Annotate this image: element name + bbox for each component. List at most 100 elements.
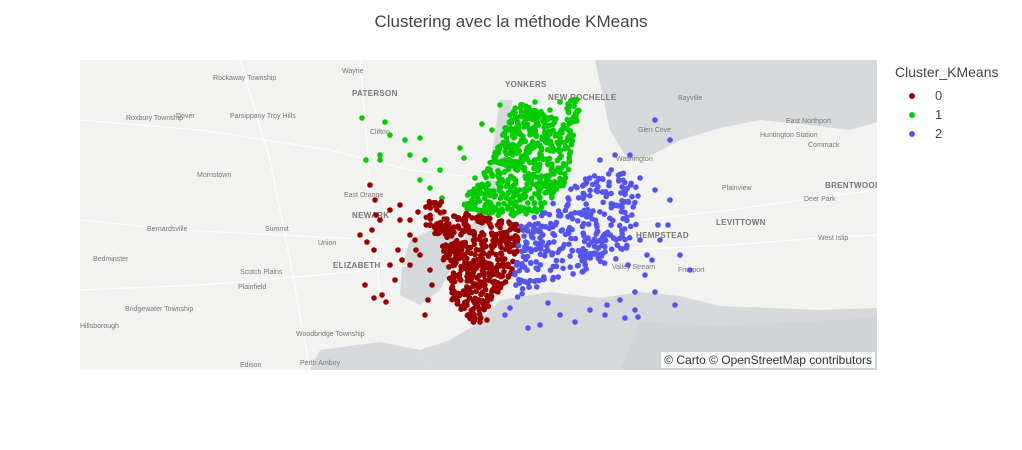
cluster-point bbox=[513, 187, 520, 194]
cluster-point bbox=[513, 262, 520, 268]
cluster-point bbox=[637, 175, 643, 181]
legend-marker-2 bbox=[909, 130, 915, 137]
cluster-point bbox=[472, 315, 478, 321]
cluster-point bbox=[477, 319, 483, 325]
place-label: Valley Stream bbox=[612, 264, 655, 271]
cluster-point bbox=[532, 191, 538, 197]
cluster-point bbox=[569, 216, 576, 222]
cluster-point bbox=[472, 236, 479, 243]
cluster-point bbox=[422, 157, 428, 163]
cluster-point bbox=[565, 101, 571, 107]
cluster-point bbox=[531, 214, 537, 221]
cluster-point bbox=[417, 177, 423, 183]
cluster-point bbox=[495, 201, 502, 207]
cluster-point bbox=[464, 260, 470, 267]
cluster-point bbox=[402, 137, 408, 143]
cluster-point bbox=[567, 264, 573, 270]
place-label: Wayne bbox=[342, 68, 364, 75]
cluster-point bbox=[519, 290, 525, 297]
cluster-point bbox=[619, 184, 625, 190]
cluster-point bbox=[610, 202, 617, 209]
cluster-point bbox=[553, 263, 560, 270]
cluster-point bbox=[499, 132, 506, 138]
cluster-point bbox=[537, 322, 543, 328]
cluster-point bbox=[476, 272, 483, 279]
cluster-point bbox=[505, 273, 512, 279]
legend-item-2[interactable]: 2 bbox=[895, 124, 999, 143]
cluster-point bbox=[472, 215, 479, 221]
cluster-point bbox=[508, 125, 514, 132]
cluster-point bbox=[566, 241, 572, 247]
cluster-point bbox=[520, 133, 526, 140]
cluster-point bbox=[537, 177, 544, 183]
cluster-point bbox=[550, 145, 556, 151]
cluster-point bbox=[443, 252, 450, 258]
cluster-point bbox=[600, 199, 606, 206]
cluster-point bbox=[518, 277, 525, 284]
cluster-point bbox=[587, 192, 593, 199]
cluster-point bbox=[519, 261, 525, 267]
cluster-point bbox=[617, 297, 623, 303]
place-label: Bayville bbox=[678, 95, 702, 102]
raritan-bay bbox=[310, 342, 430, 370]
cluster-point bbox=[517, 140, 523, 147]
cluster-point bbox=[501, 161, 508, 167]
cluster-point bbox=[613, 256, 619, 262]
cluster-point bbox=[373, 212, 379, 218]
cluster-point bbox=[518, 102, 524, 108]
cluster-point bbox=[594, 224, 600, 230]
cluster-point bbox=[536, 162, 542, 169]
cluster-point bbox=[545, 247, 551, 254]
cluster-point bbox=[508, 235, 515, 241]
cluster-point bbox=[518, 223, 524, 230]
map-panel[interactable]: Wayne Rockaway Township PATERSON YONKERS NEW… bbox=[80, 60, 877, 370]
cluster-point bbox=[548, 167, 554, 173]
cluster-point bbox=[504, 245, 510, 252]
cluster-point bbox=[597, 157, 603, 163]
cluster-point bbox=[492, 192, 499, 198]
cluster-point bbox=[567, 131, 573, 137]
cluster-point bbox=[533, 265, 540, 271]
cluster-point bbox=[544, 146, 551, 153]
place-label: East Orange bbox=[344, 192, 383, 199]
cluster-point bbox=[501, 200, 507, 207]
cluster-point bbox=[506, 161, 512, 167]
cluster-point bbox=[585, 221, 592, 227]
cluster-points bbox=[357, 96, 693, 331]
cluster-point bbox=[441, 209, 447, 215]
legend-item-1[interactable]: 1 bbox=[895, 105, 999, 124]
cluster-point bbox=[540, 156, 547, 162]
cluster-point bbox=[377, 152, 383, 158]
cluster-point bbox=[587, 187, 593, 194]
cluster-point bbox=[438, 199, 445, 205]
cluster-point bbox=[441, 248, 447, 254]
cluster-point bbox=[574, 263, 581, 269]
cluster-point bbox=[569, 97, 575, 104]
cluster-point bbox=[467, 244, 474, 251]
cluster-point bbox=[417, 135, 423, 141]
cluster-point bbox=[417, 252, 423, 258]
cluster-point bbox=[549, 195, 555, 201]
cluster-point bbox=[422, 312, 428, 318]
cluster-point bbox=[602, 312, 608, 318]
chart-title: Clustering avec la méthode KMeans bbox=[374, 12, 648, 31]
place-label: Summit bbox=[265, 226, 289, 233]
cluster-point bbox=[527, 246, 534, 252]
cluster-point bbox=[543, 183, 549, 189]
cluster-point bbox=[604, 302, 610, 308]
cluster-point bbox=[465, 249, 471, 255]
cluster-point bbox=[630, 204, 636, 210]
cluster-point bbox=[580, 192, 587, 198]
cluster-point bbox=[476, 311, 483, 317]
cluster-point bbox=[605, 171, 612, 177]
cluster-point bbox=[509, 141, 516, 148]
cluster-point bbox=[565, 108, 572, 114]
cluster-point bbox=[587, 250, 594, 257]
cluster-point bbox=[547, 141, 553, 147]
cluster-point bbox=[519, 286, 526, 292]
cluster-point bbox=[533, 259, 539, 265]
cluster-point bbox=[559, 245, 566, 251]
cluster-point bbox=[629, 193, 635, 200]
legend-item-0[interactable]: 0 bbox=[895, 86, 999, 105]
